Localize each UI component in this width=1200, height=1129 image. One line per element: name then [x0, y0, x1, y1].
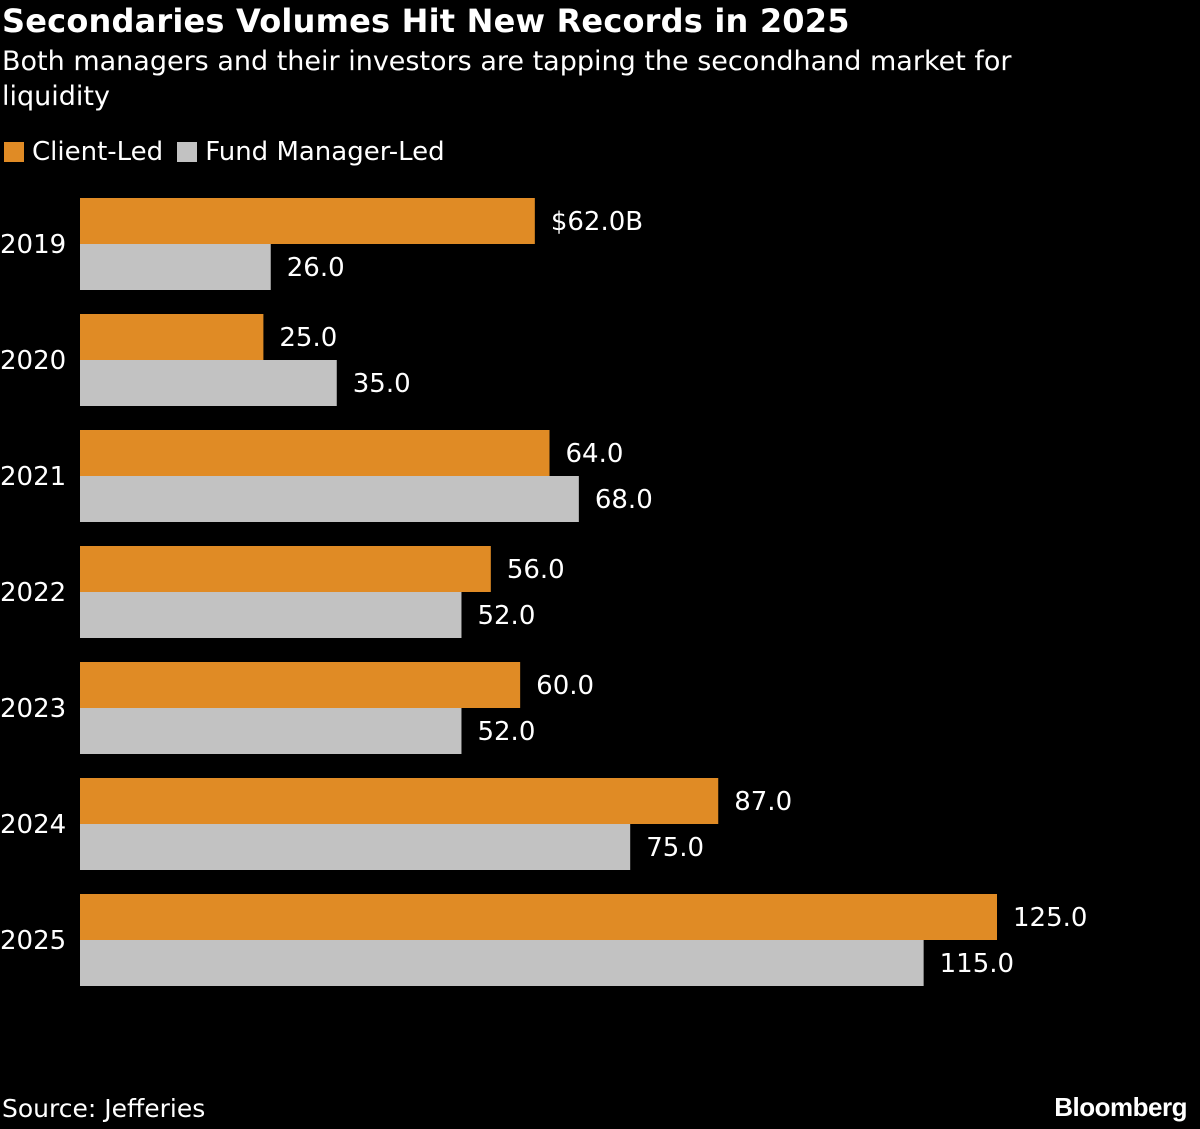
- bar-client-led-2021: [80, 430, 550, 476]
- chart-subtitle: Both managers and their investors are ta…: [2, 46, 1012, 112]
- bar-fund-manager-led-2025: [80, 940, 924, 986]
- legend-label-client-led: Client-Led: [32, 137, 164, 167]
- year-label: 2025: [0, 926, 66, 956]
- legend: Client-Led Fund Manager-Led: [4, 137, 459, 167]
- data-label: 64.0: [566, 439, 624, 469]
- data-label: 25.0: [279, 323, 337, 353]
- data-label: 60.0: [536, 671, 594, 701]
- bar-client-led-2023: [80, 662, 521, 708]
- bar-client-led-2019: [80, 198, 535, 244]
- data-label: 52.0: [477, 601, 535, 631]
- data-label: $62.0B: [551, 207, 643, 237]
- data-label: 26.0: [287, 253, 345, 283]
- bar-fund-manager-led-2023: [80, 708, 462, 754]
- legend-swatch-client-led: [4, 142, 24, 162]
- bloomberg-logo: Bloomberg: [1054, 1092, 1187, 1122]
- source-note: Source: Jefferies: [2, 1094, 206, 1123]
- year-label: 2019: [0, 230, 66, 260]
- chart-title: Secondaries Volumes Hit New Records in 2…: [2, 2, 850, 40]
- bar-fund-manager-led-2020: [80, 360, 337, 406]
- data-label: 75.0: [646, 833, 704, 863]
- bar-fund-manager-led-2022: [80, 592, 462, 638]
- year-label: 2022: [0, 578, 66, 608]
- data-label: 87.0: [734, 787, 792, 817]
- bar-fund-manager-led-2024: [80, 824, 631, 870]
- legend-label-fund-manager-led: Fund Manager-Led: [205, 137, 445, 167]
- bar-client-led-2022: [80, 546, 491, 592]
- data-label: 35.0: [353, 369, 411, 399]
- data-label: 56.0: [507, 555, 565, 585]
- legend-swatch-fund-manager-led: [177, 142, 198, 162]
- year-label: 2021: [0, 462, 66, 492]
- data-label: 115.0: [940, 949, 1014, 979]
- data-label: 68.0: [595, 485, 653, 515]
- bar-client-led-2024: [80, 778, 719, 824]
- year-label: 2023: [0, 694, 66, 724]
- bar-fund-manager-led-2021: [80, 476, 579, 522]
- bar-client-led-2025: [80, 894, 997, 940]
- data-label: 52.0: [477, 717, 535, 747]
- data-label: 125.0: [1013, 903, 1087, 933]
- year-label: 2020: [0, 346, 66, 376]
- bar-fund-manager-led-2019: [80, 244, 271, 290]
- bar-client-led-2020: [80, 314, 264, 360]
- year-label: 2024: [0, 810, 66, 840]
